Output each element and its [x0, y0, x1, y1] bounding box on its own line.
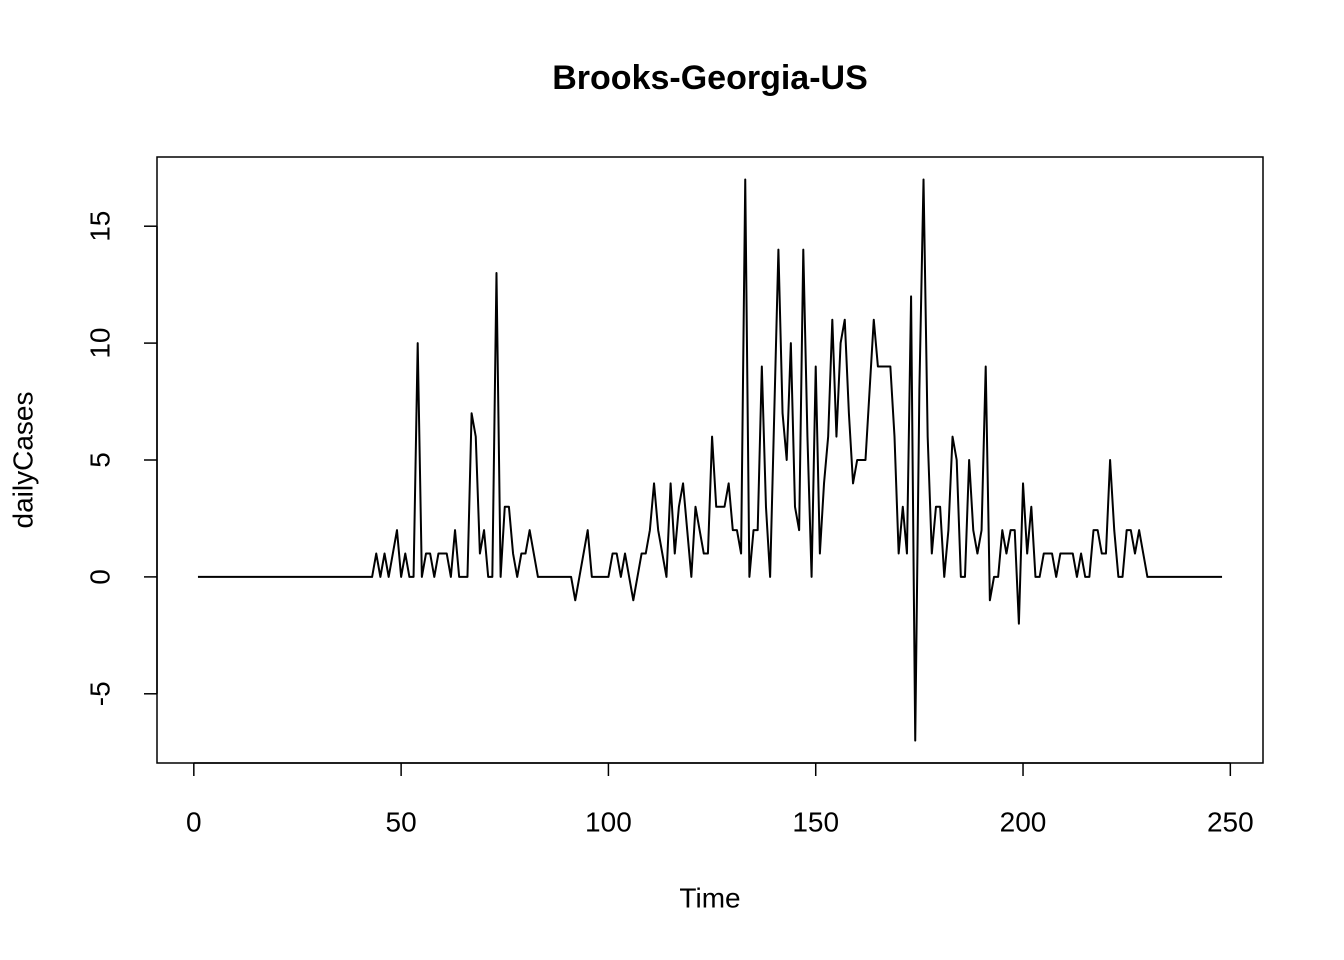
y-tick-label: 10: [84, 328, 115, 359]
x-tick-label: 100: [585, 806, 632, 837]
plot-box: [156, 156, 1264, 764]
x-tick-label: 250: [1207, 806, 1254, 837]
y-tick-label: -5: [84, 681, 115, 706]
x-tick-label: 200: [1000, 806, 1047, 837]
y-tick-label: 15: [84, 211, 115, 242]
y-tick-label: 0: [84, 569, 115, 585]
y-tick-label: 5: [84, 452, 115, 468]
x-tick-label: 150: [792, 806, 839, 837]
y-axis-label: dailyCases: [7, 392, 38, 529]
x-axis-label: Time: [679, 882, 740, 913]
chart-title: Brooks-Georgia-US: [552, 59, 868, 97]
x-tick-label: 0: [186, 806, 202, 837]
data-line: [197, 178, 1223, 742]
x-tick-label: 50: [386, 806, 417, 837]
